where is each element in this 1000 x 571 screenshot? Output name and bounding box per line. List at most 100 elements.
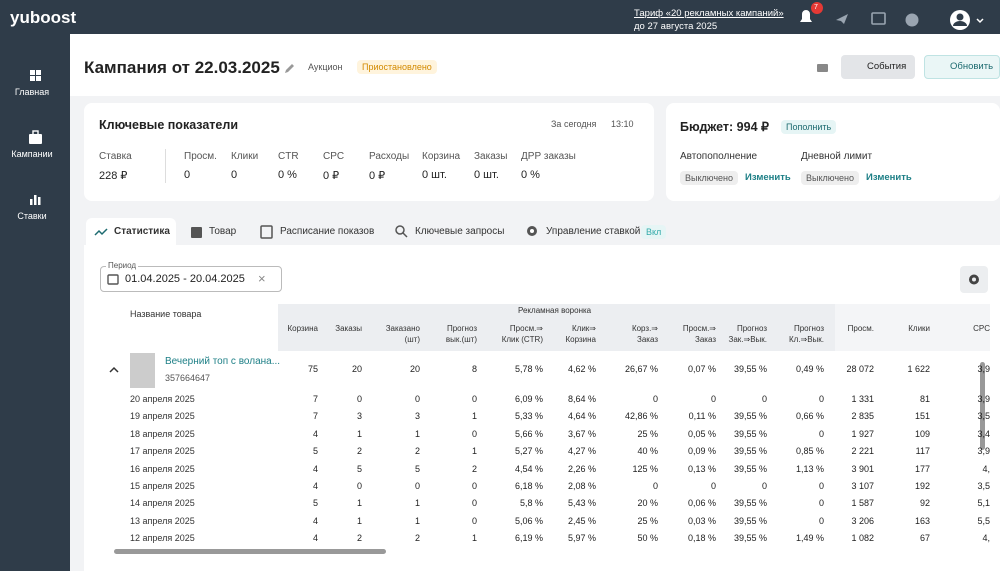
- collapse-icon[interactable]: [109, 366, 119, 374]
- tab[interactable]: Статистика: [114, 226, 170, 237]
- row-cell: 39,55 %: [733, 446, 767, 457]
- period-field-label: Период: [106, 261, 139, 270]
- product-cell: 20: [351, 364, 362, 374]
- row-cell: 109: [914, 428, 930, 439]
- row-cell: 4,64 %: [567, 411, 596, 422]
- product-cell: 28 072: [846, 364, 874, 374]
- row-cell: 2,26 %: [567, 463, 596, 474]
- video-icon[interactable]: [816, 62, 830, 74]
- name-header: Название товара: [130, 309, 202, 319]
- column-header: Прогноз Кл.⇒Вык.: [788, 324, 824, 344]
- row-cell: 0,11 %: [688, 411, 716, 422]
- budget-card: Бюджет: 994 ₽ Пополнить Автопополнение Д…: [666, 103, 1000, 201]
- row-cell: 0: [710, 394, 716, 404]
- row-cell: 0: [471, 428, 477, 439]
- row-cell: 4,: [982, 463, 990, 474]
- tab[interactable]: Ключевые запросы: [415, 226, 505, 237]
- metric-value: 0 ₽: [323, 170, 340, 182]
- row-cell: 4: [312, 463, 318, 474]
- row-date: 15 апреля 2025: [130, 481, 195, 491]
- row-cell: 1: [471, 411, 477, 422]
- row-cell: 5: [312, 498, 318, 509]
- row-cell: 5,8 %: [519, 498, 543, 509]
- period-value: 01.04.2025 - 20.04.2025: [125, 273, 245, 285]
- row-cell: 3,5: [977, 411, 990, 422]
- row-cell: 0: [414, 394, 420, 404]
- product-cell: 5,78 %: [514, 364, 543, 374]
- logo[interactable]: yuboost: [10, 8, 77, 27]
- row-cell: 2,08 %: [567, 481, 596, 491]
- column-header: Корзина: [287, 324, 318, 333]
- metric-label: ДРР заказы: [521, 151, 576, 162]
- top-icons[interactable]: [796, 0, 996, 34]
- nav-item[interactable]: Ставки: [17, 211, 47, 221]
- product-cell: 26,67 %: [624, 364, 658, 374]
- product-cell: 8: [471, 364, 477, 374]
- row-cell: 5,1: [977, 498, 990, 509]
- row-cell: 81: [919, 394, 930, 404]
- group-header: Рекламная воронка: [518, 306, 592, 315]
- row-cell: 4,54 %: [514, 463, 543, 474]
- nav-item[interactable]: Главная: [14, 87, 50, 97]
- column-header: Заказано (шт): [385, 324, 420, 344]
- row-cell: 1 927: [851, 428, 874, 439]
- v-scrollbar[interactable]: [980, 362, 985, 450]
- row-cell: 0,09 %: [687, 446, 716, 457]
- metric-value: 0 шт.: [474, 169, 499, 181]
- row-cell: 0: [356, 394, 362, 404]
- nav-item[interactable]: Кампании: [11, 149, 53, 159]
- row-cell: 0: [471, 481, 477, 491]
- row-cell: 0: [761, 394, 767, 404]
- row-cell: 3: [356, 411, 362, 422]
- row-cell: 1: [414, 498, 420, 509]
- topup-button[interactable]: Пополнить: [781, 120, 837, 134]
- row-date: 12 апреля 2025: [130, 533, 195, 544]
- row-cell: 39,55 %: [733, 463, 767, 474]
- row-cell: 2: [356, 446, 362, 457]
- clear-button[interactable]: ×: [258, 271, 266, 286]
- edit-icon[interactable]: [283, 61, 297, 75]
- metric-label: CPC: [323, 151, 345, 162]
- metric-label: CTR: [278, 151, 299, 162]
- h-scrollbar[interactable]: [114, 549, 386, 554]
- metric-label: Корзина: [422, 151, 461, 162]
- product-cell: 20: [409, 364, 420, 374]
- row-cell: 6,19 %: [514, 533, 543, 544]
- tab[interactable]: Расписание показов: [280, 226, 375, 237]
- metric-value: 0: [184, 169, 191, 181]
- tab[interactable]: Товар: [209, 226, 237, 237]
- row-date: 20 апреля 2025: [130, 394, 195, 404]
- column-header: Просм.⇒ Клик (CTR): [501, 324, 543, 344]
- update-time: 13:10: [611, 119, 634, 129]
- metric-value: 228 ₽: [99, 170, 128, 182]
- column-header: Корз.⇒ Заказ: [631, 324, 658, 344]
- auto-change[interactable]: Изменить: [745, 172, 791, 183]
- row-cell: 50 %: [637, 533, 658, 544]
- stats-table: Название товара Рекламная воронка Вечерн…: [84, 300, 990, 562]
- tab[interactable]: Управление ставкой: [546, 226, 641, 237]
- row-cell: 117: [915, 446, 930, 457]
- auto-state: Выключено: [680, 171, 738, 185]
- tariff[interactable]: Тариф «20 рекламных кампаний»: [634, 8, 784, 19]
- limit-change[interactable]: Изменить: [866, 172, 912, 183]
- row-date: 18 апреля 2025: [130, 428, 195, 439]
- settings-button[interactable]: [960, 266, 988, 293]
- row-cell: 2 835: [851, 411, 874, 422]
- limit-state: Выключено: [801, 171, 859, 185]
- row-cell: 3 901: [851, 463, 874, 474]
- product-name[interactable]: Вечерний топ с волана...: [165, 356, 281, 367]
- period-field[interactable]: [100, 266, 282, 292]
- refresh-button[interactable]: Обновить: [924, 55, 1000, 79]
- row-cell: 151: [914, 411, 930, 422]
- row-cell: 1: [414, 428, 420, 439]
- row-cell: 0: [761, 481, 767, 491]
- metric-label: Просм.: [184, 151, 217, 162]
- row-cell: 6,18 %: [514, 481, 543, 491]
- row-cell: 3 206: [851, 515, 874, 526]
- row-cell: 5,97 %: [567, 533, 596, 544]
- row-cell: 3,4: [977, 428, 990, 439]
- column-header: Клики: [908, 324, 930, 333]
- row-cell: 2: [471, 463, 477, 474]
- events-button[interactable]: События: [841, 55, 915, 79]
